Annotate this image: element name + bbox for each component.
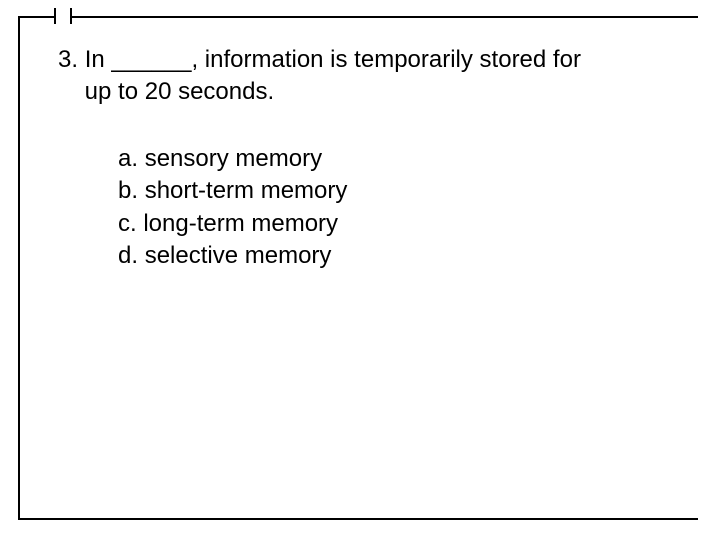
question-line-1: In ______, information is temporarily st… bbox=[85, 46, 581, 73]
frame-top-right-border bbox=[68, 16, 698, 18]
option-a: a. sensory memory bbox=[118, 143, 678, 175]
content-area: 3. In ______, information is temporarily… bbox=[46, 44, 678, 272]
question-number: 3. bbox=[58, 46, 78, 73]
option-text: selective memory bbox=[145, 242, 332, 269]
question-text: 3. In ______, information is temporarily… bbox=[46, 44, 678, 109]
option-text: long-term memory bbox=[143, 210, 338, 237]
option-letter: b. bbox=[118, 177, 138, 204]
option-d: d. selective memory bbox=[118, 240, 678, 272]
frame-bottom-border bbox=[18, 518, 698, 520]
option-letter: d. bbox=[118, 242, 138, 269]
option-text: sensory memory bbox=[145, 145, 322, 172]
options-list: a. sensory memory b. short-term memory c… bbox=[118, 143, 678, 273]
frame-notch bbox=[54, 8, 72, 24]
slide: 3. In ______, information is temporarily… bbox=[0, 0, 720, 540]
option-b: b. short-term memory bbox=[118, 175, 678, 207]
option-text: short-term memory bbox=[145, 177, 348, 204]
option-letter: c. bbox=[118, 210, 137, 237]
frame-left-border bbox=[18, 16, 20, 520]
frame-top-left-border bbox=[18, 16, 54, 18]
option-c: c. long-term memory bbox=[118, 208, 678, 240]
question-line-2: up to 20 seconds. bbox=[85, 78, 274, 105]
option-letter: a. bbox=[118, 145, 138, 172]
slide-frame: 3. In ______, information is temporarily… bbox=[18, 16, 698, 520]
